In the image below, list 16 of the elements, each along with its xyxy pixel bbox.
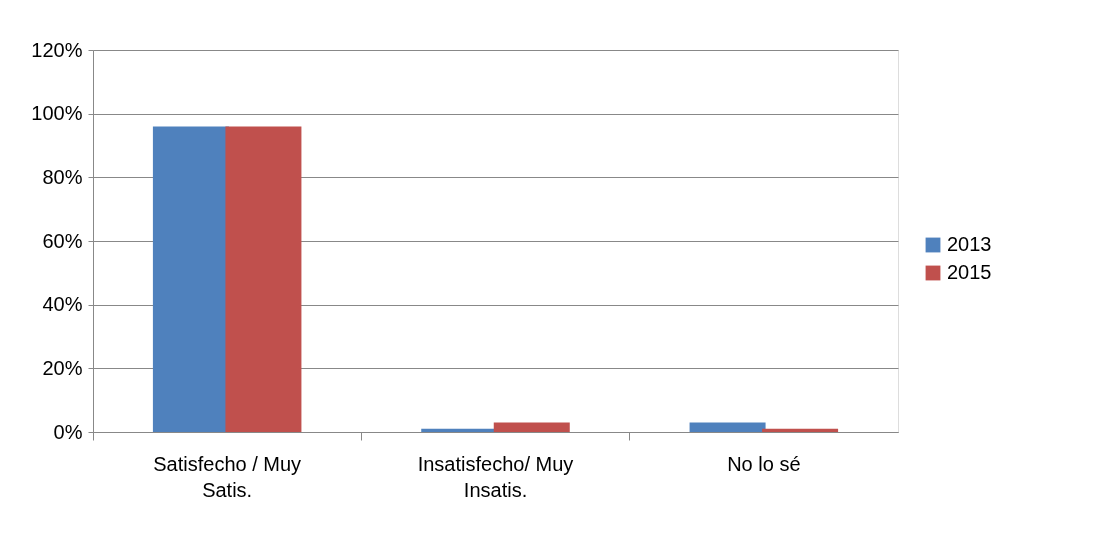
- bar: [689, 422, 766, 432]
- bar: [493, 422, 570, 432]
- legend-label: 2013: [947, 233, 992, 255]
- y-tick-label: 0%: [53, 420, 83, 443]
- x-tick-label: No lo sé: [727, 452, 801, 475]
- y-tick-label: 20%: [42, 356, 83, 379]
- bar: [225, 126, 302, 432]
- y-tick-label: 100%: [31, 102, 83, 125]
- x-tick-label: Satisfecho / Muy Satis.: [153, 452, 302, 501]
- y-tick-label: 40%: [42, 293, 83, 316]
- y-tick-label: 60%: [42, 229, 83, 252]
- legend-label: 2015: [947, 261, 992, 283]
- x-tick-label: Insatisfecho/ Muy Insatis.: [417, 452, 574, 501]
- y-tick-label: 80%: [42, 165, 83, 188]
- bar: [762, 428, 839, 432]
- y-tick-label: 120%: [31, 38, 83, 61]
